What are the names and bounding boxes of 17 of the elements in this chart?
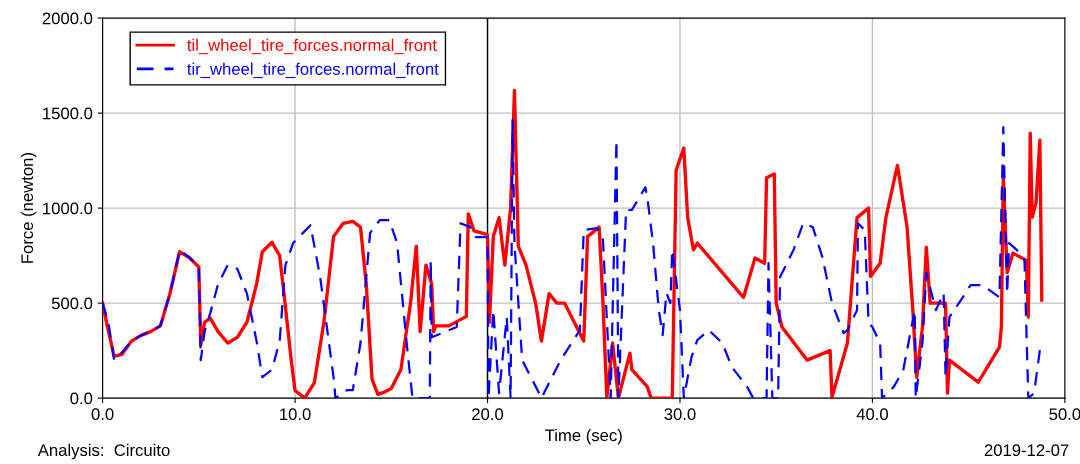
- y-tick-label: 1000.0: [43, 202, 93, 215]
- text: 2019-12-07: [984, 444, 1069, 457]
- x-tick-label: 20.0: [472, 408, 504, 421]
- x-tick-label: 10.0: [280, 408, 311, 421]
- y-tick-label: 0.0: [70, 392, 93, 405]
- y-tick-label: 500.0: [51, 297, 93, 310]
- text: Analysis: Circuito: [37, 443, 170, 460]
- x-tick-label: 40.0: [856, 408, 888, 421]
- x-tick-label: 30.0: [664, 408, 696, 421]
- y-tick-label: 1500.0: [43, 107, 93, 120]
- y-axis-title: Force (newton): [20, 153, 37, 263]
- legend-label: til_wheel_tire_forces.normal_front: [187, 38, 437, 55]
- x-tick-label: 0.0: [91, 408, 114, 421]
- legend-label: tir_wheel_tire_forces.normal_front: [187, 62, 439, 79]
- x-tick-label: 50.0: [1049, 408, 1080, 421]
- y-tick-label: 2000.0: [42, 12, 93, 25]
- x-axis-title: Time (sec): [545, 428, 622, 445]
